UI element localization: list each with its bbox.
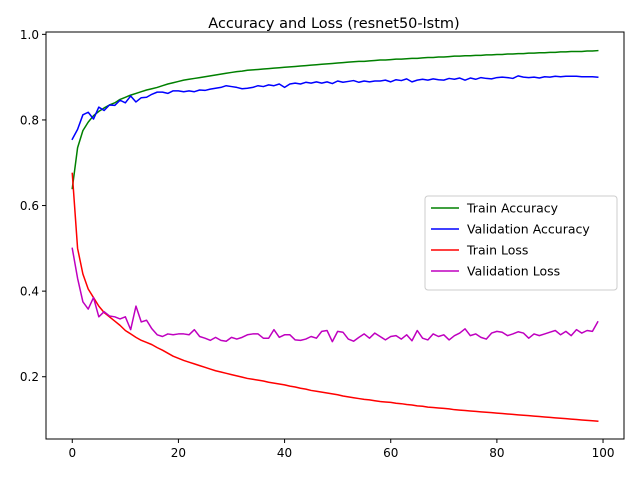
x-axis: 0 20 40 60 80 100	[68, 439, 614, 460]
x-tick-label: 0	[68, 446, 76, 460]
x-tick-label: 100	[592, 446, 615, 460]
series-group	[71, 49, 599, 423]
legend-label-1: Validation Accuracy	[467, 222, 590, 237]
y-tick-label: 0.2	[20, 370, 39, 384]
x-tick-label: 80	[489, 446, 504, 460]
x-tick-label: 20	[171, 446, 186, 460]
legend: Train Accuracy Validation Accuracy Train L…	[424, 195, 618, 291]
y-tick-label: 1.0	[20, 28, 39, 42]
y-tick-label: 0.6	[20, 199, 39, 213]
series-line-1	[71, 75, 599, 141]
x-tick-label: 40	[277, 446, 292, 460]
series-line-2	[71, 172, 599, 423]
series-line-0	[71, 49, 599, 190]
chart-title: Accuracy and Loss (resnet50-lstm)	[208, 16, 459, 32]
y-axis: 0.2 0.4 0.6 0.8 1.0	[20, 28, 46, 384]
series-line-3	[71, 247, 599, 343]
y-tick-label: 0.4	[20, 285, 39, 299]
legend-box	[424, 195, 618, 291]
legend-label-2: Train Loss	[466, 243, 528, 258]
legend-label-0: Train Accuracy	[466, 201, 559, 216]
x-tick-label: 60	[383, 446, 398, 460]
plot-frame	[45, 31, 625, 440]
y-tick-label: 0.8	[20, 113, 39, 127]
legend-label-3: Validation Loss	[467, 264, 560, 279]
